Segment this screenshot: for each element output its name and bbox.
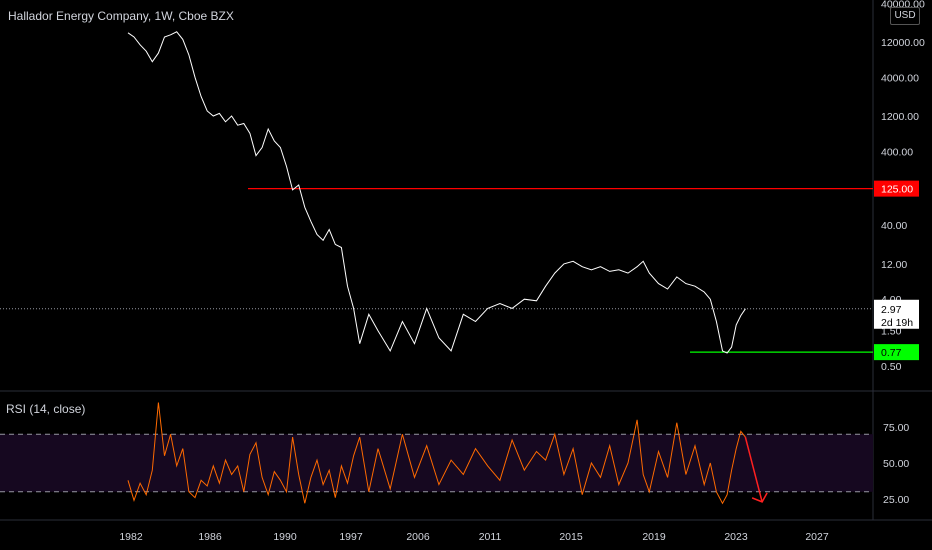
time-tick-label: 2011 xyxy=(479,531,502,543)
support-badge xyxy=(874,344,919,361)
time-tick-label: 2006 xyxy=(406,531,430,543)
price-tick-label: 4000.00 xyxy=(881,72,919,84)
time-tick-label: 1982 xyxy=(119,531,143,543)
time-tick-label: 1986 xyxy=(198,531,222,543)
price-tick-label: 12000.00 xyxy=(881,37,925,49)
current-price-label: 2.97 xyxy=(881,304,902,316)
rsi-tick-label: 25.00 xyxy=(883,494,909,506)
price-tick-label: 12.00 xyxy=(881,259,907,271)
rsi-title: RSI (14, close) xyxy=(6,402,86,416)
price-tick-label: 40.00 xyxy=(881,220,907,232)
level-badge-label: 0.77 xyxy=(881,347,902,359)
time-tick-label: 2027 xyxy=(805,531,829,543)
time-tick-label: 1997 xyxy=(339,531,363,543)
resistance-badge xyxy=(874,180,919,197)
time-tick-label: 2023 xyxy=(724,531,748,543)
trend-arrow-head xyxy=(751,492,768,503)
rsi-band xyxy=(0,434,873,492)
level-badge-label: 125.00 xyxy=(881,184,913,196)
price-tick-label: 400.00 xyxy=(881,146,913,158)
rsi-tick-label: 75.00 xyxy=(883,422,909,434)
price-tick-label: 0.50 xyxy=(881,361,902,373)
price-tick-label: 1200.00 xyxy=(881,111,919,123)
currency-label[interactable]: USD xyxy=(890,7,920,25)
bar-countdown-label: 2d 19h xyxy=(881,317,913,329)
trend-arrow[interactable] xyxy=(744,436,763,503)
price-series-line[interactable] xyxy=(127,31,746,354)
time-tick-label: 1990 xyxy=(273,531,297,543)
chart-title: Hallador Energy Company, 1W, Cboe BZX xyxy=(8,9,234,23)
time-tick-label: 2015 xyxy=(559,531,583,543)
current-price-badge xyxy=(874,299,919,329)
rsi-tick-label: 50.00 xyxy=(883,458,909,470)
price-tick-label: 40000.00 xyxy=(881,0,925,10)
time-tick-label: 2019 xyxy=(642,531,666,543)
rsi-series-line[interactable] xyxy=(127,402,746,505)
